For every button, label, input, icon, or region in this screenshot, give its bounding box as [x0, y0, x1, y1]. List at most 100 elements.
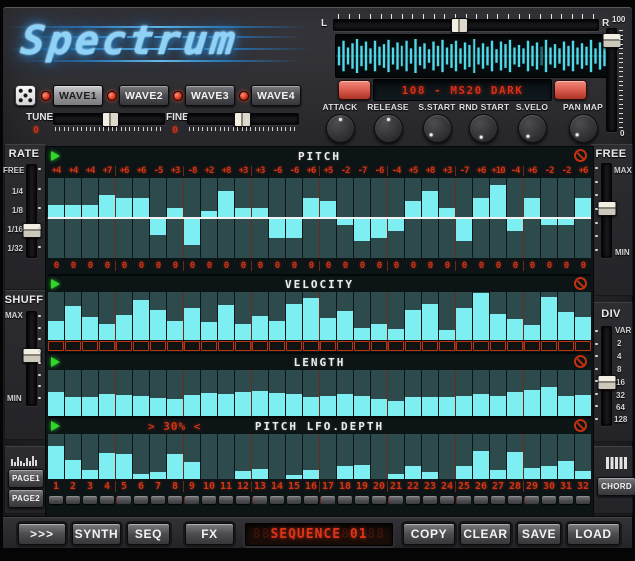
- pitch-step-value[interactable]: -2: [340, 166, 351, 176]
- wave4-button[interactable]: WAVE4: [251, 85, 301, 106]
- pitch-octave-value[interactable]: 0: [172, 261, 178, 271]
- velocity-accent-toggle[interactable]: [269, 341, 285, 351]
- fx-tab-button[interactable]: FX: [185, 523, 234, 545]
- rate-slider[interactable]: [22, 164, 41, 258]
- length-step-bar[interactable]: [167, 370, 183, 416]
- velocity-step-bar[interactable]: [116, 292, 132, 340]
- lfo-step-bar[interactable]: [201, 434, 217, 479]
- length-step-bar[interactable]: [150, 370, 166, 416]
- velocity-accent-toggle[interactable]: [405, 341, 421, 351]
- velocity-accent-toggle[interactable]: [82, 341, 98, 351]
- pitch-step-value[interactable]: +4: [68, 166, 79, 176]
- rate-option-sixteenth[interactable]: 1/16: [7, 225, 23, 234]
- velocity-accent-toggle[interactable]: [133, 341, 149, 351]
- velocity-step-bar[interactable]: [507, 292, 523, 340]
- lfo-depth-value[interactable]: > 30% <: [148, 419, 202, 433]
- lfo-step-bar[interactable]: [524, 434, 540, 479]
- pitch-disable-icon[interactable]: [574, 149, 587, 162]
- lfo-step-bar[interactable]: [541, 434, 557, 479]
- pitch-step-value[interactable]: -4: [388, 166, 404, 176]
- pitch-step-value[interactable]: +4: [51, 166, 62, 176]
- step-select-button[interactable]: [270, 496, 284, 504]
- div-option-64[interactable]: 64: [616, 403, 625, 412]
- lfo-step-bar[interactable]: [473, 434, 489, 479]
- rate-option-eighth[interactable]: 1/8: [11, 206, 23, 215]
- velocity-accent-toggle[interactable]: [524, 341, 540, 351]
- pitch-octave-value[interactable]: 0: [495, 261, 501, 271]
- velocity-accent-toggle[interactable]: [456, 341, 472, 351]
- lfo-step-bar[interactable]: [388, 434, 404, 479]
- velocity-accent-toggle[interactable]: [507, 341, 523, 351]
- step-select-button[interactable]: [576, 496, 590, 504]
- pitch-step-value[interactable]: +2: [204, 166, 215, 176]
- length-step-bar[interactable]: [82, 370, 98, 416]
- lfo-step-bar[interactable]: [184, 434, 200, 479]
- page1-button[interactable]: PAGE1: [8, 469, 44, 488]
- lfo-step-bar[interactable]: [65, 434, 81, 479]
- step-select-button[interactable]: [491, 496, 505, 504]
- velocity-accent-toggle[interactable]: [116, 341, 132, 351]
- pitch-octave-value[interactable]: 0: [444, 261, 450, 271]
- velocity-step-bar[interactable]: [218, 292, 234, 340]
- velocity-step-bar[interactable]: [99, 292, 115, 340]
- volume-slider[interactable]: [602, 28, 621, 132]
- length-step-bar[interactable]: [439, 370, 455, 416]
- length-step-bar[interactable]: [184, 370, 200, 416]
- length-step-bar[interactable]: [99, 370, 115, 416]
- div-option-8[interactable]: 8: [617, 365, 622, 374]
- length-step-bar[interactable]: [133, 370, 149, 416]
- velocity-accent-toggle[interactable]: [490, 341, 506, 351]
- velocity-step-bar[interactable]: [133, 292, 149, 340]
- length-step-bar[interactable]: [524, 370, 540, 416]
- pitch-octave-value[interactable]: 0: [359, 261, 365, 271]
- lfo-step-bar[interactable]: [286, 434, 302, 479]
- length-step-bar[interactable]: [558, 370, 574, 416]
- length-step-bar[interactable]: [541, 370, 557, 416]
- patch-prev-button[interactable]: [338, 80, 371, 100]
- velocity-accent-toggle[interactable]: [473, 341, 489, 351]
- pitch-step-value[interactable]: -6: [289, 166, 300, 176]
- rate-handle[interactable]: [22, 223, 41, 239]
- step-select-button[interactable]: [321, 496, 335, 504]
- velocity-accent-toggle[interactable]: [371, 341, 387, 351]
- pitch-step-value[interactable]: -7: [456, 166, 472, 176]
- step-select-button[interactable]: [508, 496, 522, 504]
- rate-option-thirtysecond[interactable]: 1/32: [7, 244, 23, 253]
- lfo-step-bar[interactable]: [303, 434, 319, 479]
- step-select-button[interactable]: [134, 496, 148, 504]
- page2-button[interactable]: PAGE2: [8, 489, 44, 508]
- lfo-step-bar[interactable]: [405, 434, 421, 479]
- velocity-step-bar[interactable]: [524, 292, 540, 340]
- velocity-accent-toggle[interactable]: [320, 341, 336, 351]
- pitch-octave-value[interactable]: 0: [104, 261, 110, 271]
- step-select-button[interactable]: [559, 496, 573, 504]
- lfo-step-bar[interactable]: [252, 434, 268, 479]
- pitch-step-value[interactable]: +6: [578, 166, 589, 176]
- step-select-button[interactable]: [100, 496, 114, 504]
- lfo-step-bar[interactable]: [133, 434, 149, 479]
- pitch-octave-value[interactable]: 0: [291, 261, 297, 271]
- length-step-bar[interactable]: [473, 370, 489, 416]
- velocity-step-bar[interactable]: [354, 292, 370, 340]
- velocity-step-bar[interactable]: [473, 292, 489, 340]
- length-step-bar[interactable]: [422, 370, 438, 416]
- wave3-button[interactable]: WAVE3: [185, 85, 235, 106]
- velocity-step-bar[interactable]: [48, 292, 64, 340]
- velocity-play-indicator[interactable]: [51, 279, 60, 289]
- div-option-4[interactable]: 4: [617, 352, 622, 361]
- length-step-bar[interactable]: [320, 370, 336, 416]
- step-select-button[interactable]: [389, 496, 403, 504]
- pitch-octave-value[interactable]: 0: [206, 261, 212, 271]
- step-select-button[interactable]: [66, 496, 80, 504]
- length-step-bar[interactable]: [286, 370, 302, 416]
- attack-knob[interactable]: [325, 114, 355, 143]
- shuffle-slider[interactable]: [22, 311, 41, 406]
- rate-option-quarter[interactable]: 1/4: [11, 187, 23, 196]
- length-step-bar[interactable]: [354, 370, 370, 416]
- rate-option-free[interactable]: FREE: [3, 166, 25, 175]
- step-select-button[interactable]: [525, 496, 539, 504]
- pitch-octave-value[interactable]: 0: [87, 261, 93, 271]
- length-step-bar[interactable]: [269, 370, 285, 416]
- pitch-octave-value[interactable]: 0: [563, 261, 569, 271]
- lfo-step-bar[interactable]: [320, 434, 336, 479]
